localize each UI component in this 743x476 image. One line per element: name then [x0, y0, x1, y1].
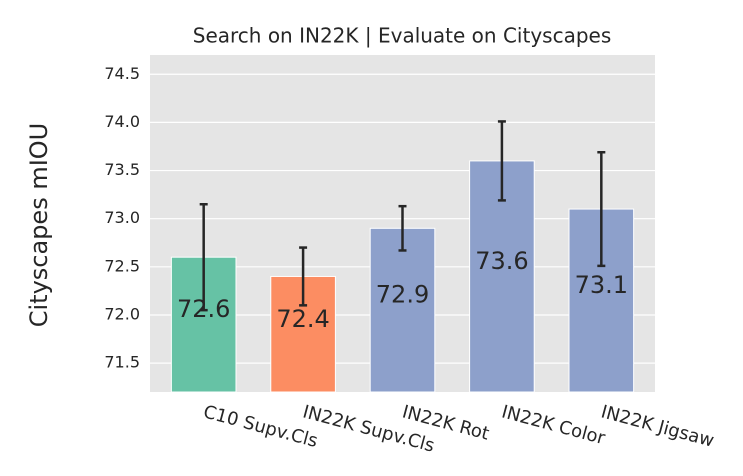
value-label: 72.9 — [376, 281, 429, 309]
x-tick-label: IN22K Jigsaw — [599, 401, 717, 451]
y-tick-label: 72.5 — [104, 256, 140, 275]
y-tick-label: 71.5 — [104, 353, 140, 372]
y-tick-label: 72.0 — [104, 304, 140, 323]
bar — [369, 227, 436, 393]
y-tick-label: 74.5 — [104, 64, 140, 83]
x-tick-label: IN22K Color — [499, 401, 608, 449]
y-tick-label: 74.0 — [104, 112, 140, 131]
y-tick-label: 73.5 — [104, 160, 140, 179]
value-label: 72.4 — [276, 305, 329, 333]
x-tick-label: C10 Supv.Cls — [201, 401, 320, 452]
y-axis-label: Cityscapes mIOU — [25, 123, 53, 328]
value-label: 73.1 — [575, 271, 628, 299]
y-tick-label: 73.0 — [104, 208, 140, 227]
value-label: 73.6 — [475, 247, 528, 275]
value-label: 72.6 — [177, 295, 230, 323]
chart-title: Search on IN22K | Evaluate on Cityscapes — [193, 24, 612, 48]
